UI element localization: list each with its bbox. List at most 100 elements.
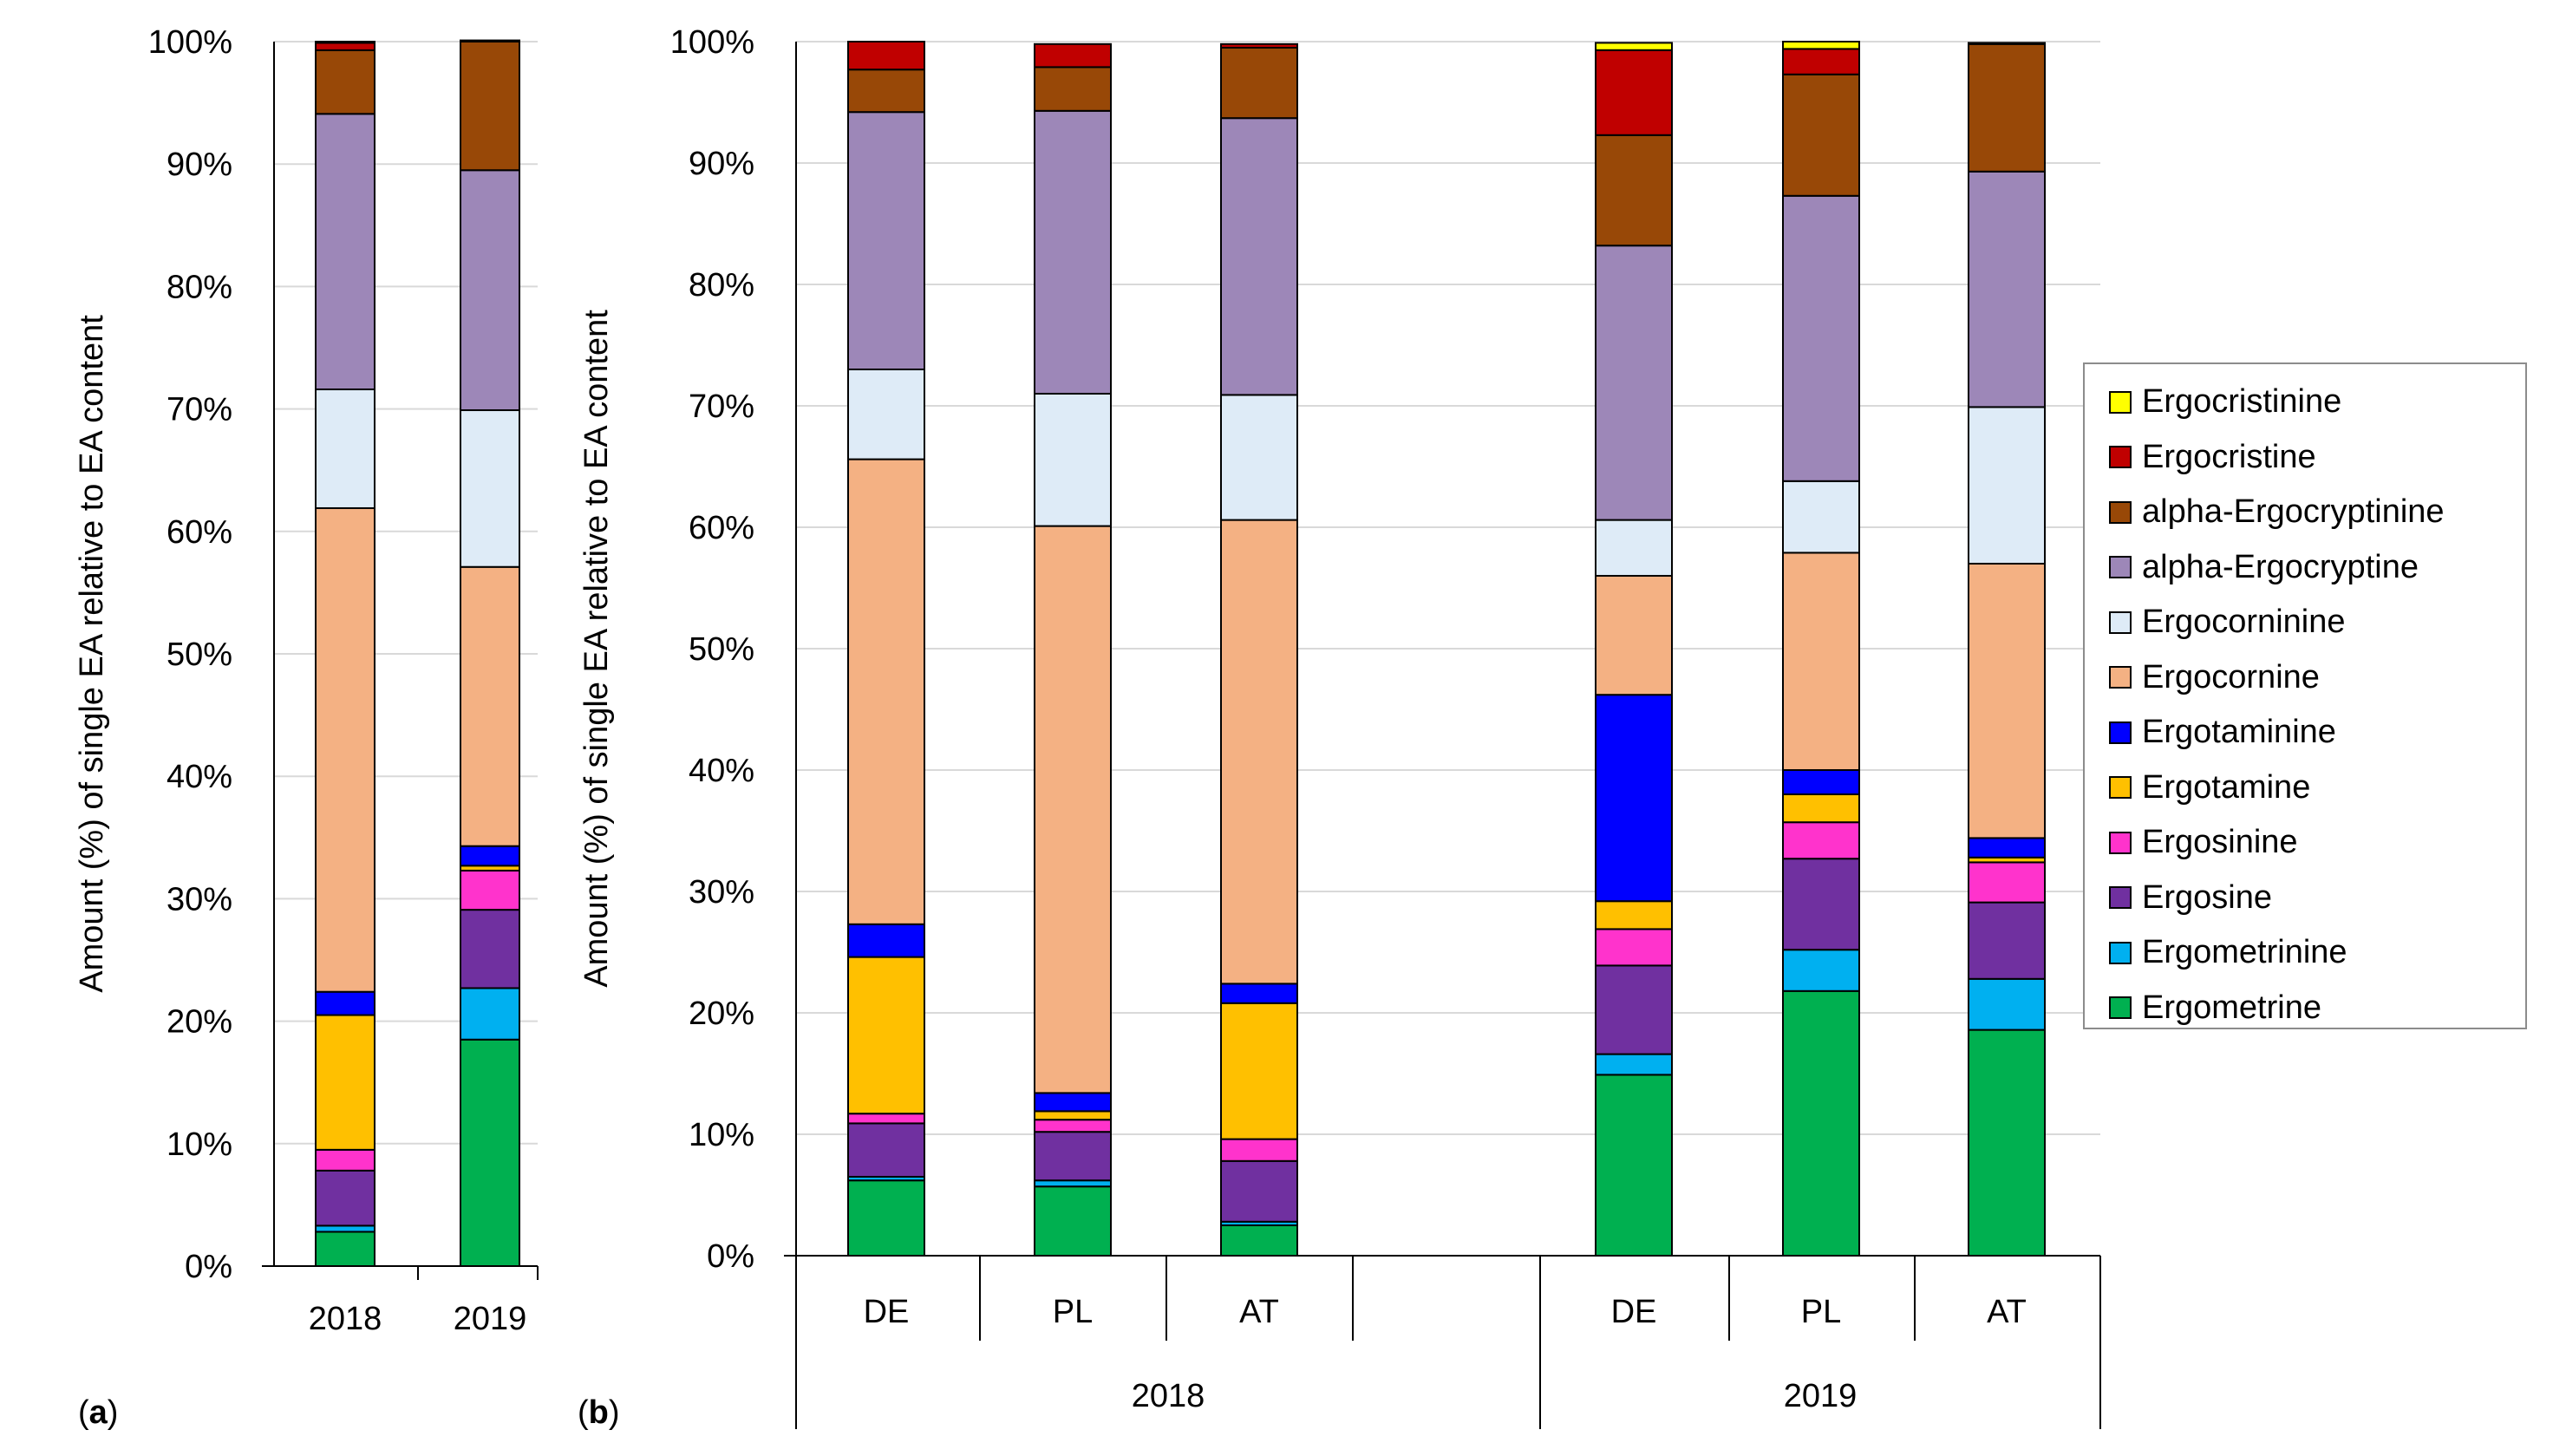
panel-a-ytick-label: 100% xyxy=(148,24,232,61)
panel-b-ytick-label: 60% xyxy=(689,510,754,546)
panel-b-bar-ergosine xyxy=(1034,1131,1112,1182)
panel-b-bar-ergocorninine xyxy=(1034,393,1112,527)
panel-b-bar-ergocristine xyxy=(1220,42,1298,49)
legend-label: Ergosinine xyxy=(2142,824,2298,861)
legend-label: Ergocristine xyxy=(2142,438,2316,475)
panel-b-bar-ergocornine xyxy=(1034,525,1112,1094)
panel-b-bar-alpha-ergocryptine xyxy=(1968,170,2046,408)
panel-b-bar-ergocorninine xyxy=(1968,406,2046,565)
legend-item: Ergotamine xyxy=(2085,761,2525,816)
panel-b-bar-ergotaminine xyxy=(1220,983,1298,1004)
legend-item: Ergocristinine xyxy=(2085,375,2525,430)
panel-a-ytick-label: 70% xyxy=(166,392,232,428)
panel-a-bar-ergocornine xyxy=(315,506,375,993)
panel-b-bar-ergotamine xyxy=(1782,793,1860,824)
panel-a-bar-ergocristine xyxy=(460,39,520,43)
panel-b-bar-alpha-ergocryptinine xyxy=(1034,66,1112,112)
legend-label: Ergosine xyxy=(2142,878,2272,916)
panel-b-bar-ergosine xyxy=(1595,964,1673,1055)
panel-a-bar-ergocornine xyxy=(460,565,520,847)
panel-a-ytick-label: 60% xyxy=(166,514,232,551)
panel-b-bar-ergosinine xyxy=(1034,1119,1112,1133)
legend-swatch xyxy=(2109,390,2132,414)
panel-b-bar-ergocristinine xyxy=(1782,41,1860,50)
panel-a-bar-ergotamine xyxy=(315,1014,375,1151)
legend-label: Ergocorninine xyxy=(2142,604,2346,641)
panel-a-bar-ergocristine xyxy=(315,42,375,51)
panel-b-bar-alpha-ergocryptine xyxy=(1034,109,1112,395)
panel-b-bar-ergometrinine xyxy=(1968,977,2046,1031)
panel-a-ytick-label: 50% xyxy=(166,637,232,673)
panel-b-bar-ergosinine xyxy=(1968,861,2046,904)
panel-b-bar-alpha-ergocryptine xyxy=(1595,245,1673,521)
legend: Ergocristinine Ergocristine alpha-Ergocryp… xyxy=(2083,362,2527,1029)
panel-b-bar-ergotaminine xyxy=(847,923,925,958)
panel-b-ytick-label: 10% xyxy=(689,1117,754,1153)
panel-b-bar-ergocornine xyxy=(1782,552,1860,772)
legend-swatch xyxy=(2109,610,2132,634)
legend-swatch xyxy=(2109,721,2132,744)
panel-b-bar-ergocorninine xyxy=(1595,519,1673,577)
legend-label: Ergotaminine xyxy=(2142,714,2336,751)
panel-b-bar-ergosine xyxy=(847,1122,925,1179)
panel-b-ytick-label: 0% xyxy=(707,1238,754,1275)
panel-b-bar-alpha-ergocryptinine xyxy=(1782,73,1860,197)
panel-b-bar-ergosinine xyxy=(1595,928,1673,967)
panel-b-bar-ergocornine xyxy=(1220,519,1298,985)
legend-item: Ergosinine xyxy=(2085,815,2525,871)
panel-b-bar-ergosinine xyxy=(1782,821,1860,860)
panel-a-ylabel: Amount (%) of single EA relative to EA c… xyxy=(74,315,110,993)
panel-a-bar-ergometrinine xyxy=(315,1224,375,1233)
panel-b-category-label: DE xyxy=(864,1294,910,1330)
panel-b-bar-ergometrine xyxy=(1595,1074,1673,1257)
legend-item: Ergotaminine xyxy=(2085,705,2525,761)
panel-b-ytick-label: 90% xyxy=(689,146,754,182)
panel-b-category-label: AT xyxy=(1987,1294,2027,1330)
panel-b-ytick-label: 70% xyxy=(689,388,754,425)
panel-b-bar-ergotaminine xyxy=(1595,694,1673,903)
panel-a-category-label: 2019 xyxy=(454,1301,527,1337)
legend-item: Ergocristine xyxy=(2085,430,2525,486)
panel-a-category-label: 2018 xyxy=(309,1301,382,1337)
panel-b-bar-ergosine xyxy=(1968,901,2046,980)
panel-a-bar-ergometrinine xyxy=(460,987,520,1041)
panel-b-bar-ergocristine xyxy=(1595,49,1673,136)
panel-b-ylabel: Amount (%) of single EA relative to EA c… xyxy=(578,310,615,988)
panel-b-category-label: PL xyxy=(1801,1294,1841,1330)
panel-b-ytick-label: 100% xyxy=(670,24,754,61)
panel-b-bar-alpha-ergocryptine xyxy=(1220,117,1298,396)
legend-swatch xyxy=(2109,446,2132,469)
panel-b-bar-alpha-ergocryptinine xyxy=(1220,47,1298,120)
panel-a-bar-ergosine xyxy=(460,909,520,989)
panel-label-b: (b) xyxy=(578,1394,620,1431)
legend-label: Ergometrine xyxy=(2142,989,2321,1026)
legend-item: Ergometrinine xyxy=(2085,925,2525,981)
panel-a-bar-alpha-ergocryptinine xyxy=(460,41,520,172)
panel-b-bar-ergometrine xyxy=(1968,1028,2046,1257)
legend-label: Ergocristinine xyxy=(2142,383,2342,421)
legend-item: alpha-Ergocryptine xyxy=(2085,540,2525,596)
panel-b-bar-ergocornine xyxy=(1968,563,2046,839)
panel-b-bar-ergotaminine xyxy=(1968,837,2046,859)
legend-item: Ergometrine xyxy=(2085,981,2525,1036)
panel-b-bar-ergosine xyxy=(1782,858,1860,951)
panel-b-ytick-label: 30% xyxy=(689,874,754,911)
panel-b-ytick-label: 20% xyxy=(689,996,754,1032)
panel-a-bar-ergometrine xyxy=(315,1231,375,1267)
panel-b-ytick-label: 80% xyxy=(689,267,754,304)
panel-a-ytick-label: 90% xyxy=(166,147,232,183)
panel-b-bar-alpha-ergocryptinine xyxy=(1595,134,1673,247)
panel-b-bar-ergometrine xyxy=(1034,1185,1112,1257)
panel-b-ytick-label: 40% xyxy=(689,753,754,789)
panel-a-bar-ergotaminine xyxy=(460,845,520,867)
panel-b-bar-alpha-ergocryptinine xyxy=(847,69,925,114)
panel-b-bar-ergosinine xyxy=(847,1113,925,1125)
panel-a-bar-alpha-ergocryptine xyxy=(460,169,520,412)
panel-b-bar-ergotamine xyxy=(847,956,925,1115)
panel-b-bar-ergocornine xyxy=(847,458,925,925)
panel-b-category-label: AT xyxy=(1239,1294,1279,1330)
legend-item: Ergocornine xyxy=(2085,650,2525,706)
legend-label: Ergotamine xyxy=(2142,768,2311,806)
panel-b-bar-ergocristine xyxy=(1782,48,1860,75)
